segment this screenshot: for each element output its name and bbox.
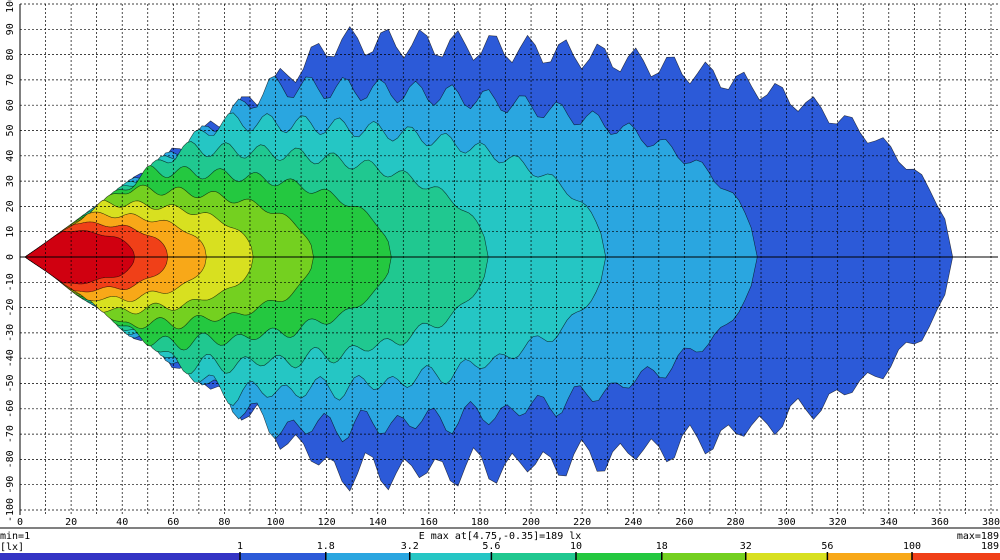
colorbar-tick-label: 56 — [821, 541, 833, 552]
colorbar-segment — [576, 553, 662, 560]
colorbar-segment — [491, 553, 576, 560]
y-tick-label: -60 — [5, 400, 16, 418]
colorbar-segment — [745, 553, 828, 560]
y-tick-label: -50 — [5, 374, 16, 392]
colorbar-low-segment — [0, 553, 240, 560]
x-tick-label: 80 — [218, 517, 230, 528]
contour-regions — [24, 26, 954, 492]
x-tick-label: 160 — [420, 517, 438, 528]
y-tick-label: 30 — [5, 175, 16, 187]
x-tick-label: 340 — [880, 517, 898, 528]
y-tick-label: -90 — [5, 476, 16, 494]
x-tick-label: 360 — [931, 517, 949, 528]
min-label: min=1 — [0, 531, 30, 542]
y-tick-label: -10 — [5, 273, 16, 291]
x-tick-label: 60 — [167, 517, 179, 528]
x-tick-label: 120 — [318, 517, 336, 528]
colorbar-tick-label: 10 — [570, 541, 582, 552]
x-tick-label: 280 — [726, 517, 744, 528]
x-tick-label: 100 — [266, 517, 284, 528]
colorbar-segment — [409, 553, 492, 560]
grid — [19, 3, 998, 515]
x-tick-label: 380 — [982, 517, 1000, 528]
x-tick-label: 180 — [471, 517, 489, 528]
colorbar-segment — [827, 553, 912, 560]
colorbar-segment — [240, 553, 326, 560]
y-tick-label: 50 — [5, 124, 16, 136]
colorbar-tick-label: 18 — [656, 541, 668, 552]
colorbar-segment — [661, 553, 746, 560]
colorbar-tick-label: 1 — [237, 541, 243, 552]
y-tick-label: 100 — [5, 0, 16, 13]
y-tick-label: -80 — [5, 450, 16, 468]
y-tick-label: 20 — [5, 200, 16, 212]
x-tick-label: 260 — [675, 517, 693, 528]
colorbar-unit: [lx] — [0, 542, 24, 553]
y-tick-label: 40 — [5, 150, 16, 162]
y-tick-label: 10 — [5, 226, 16, 238]
y-tick-label: -70 — [5, 425, 16, 443]
colorbar-tick-label: 3.2 — [401, 541, 419, 552]
y-tick-label: 70 — [5, 74, 16, 86]
max-location-label: E max at[4.75,-0.35]=189 lx — [419, 531, 582, 542]
x-tick-label: 200 — [522, 517, 540, 528]
max-label: max=189 — [957, 531, 999, 542]
y-tick-label: -40 — [5, 349, 16, 367]
y-tick-label: 60 — [5, 99, 16, 111]
y-tick-label: 0 — [5, 254, 16, 260]
colorbar-segment — [912, 553, 1000, 560]
x-tick-label: 40 — [116, 517, 128, 528]
colorbar-tick-label: 100 — [903, 541, 921, 552]
colorbar-tick-label: 1.8 — [317, 541, 335, 552]
colorbar: 1 1.8 3.2 5.6 10 18 32 56 100 189 — [0, 541, 1000, 560]
colorbar-tick-label: 189 — [981, 541, 999, 552]
y-tick-label: -30 — [5, 324, 16, 342]
y-tick-label: -20 — [5, 299, 16, 317]
x-tick-label: 140 — [369, 517, 387, 528]
colorbar-segment — [325, 553, 410, 560]
colorbar-tick-label: 32 — [740, 541, 752, 552]
y-tick-label: 90 — [5, 23, 16, 35]
y-tick-label: 80 — [5, 49, 16, 61]
x-tick-label: 20 — [65, 517, 77, 528]
colorbar-tick-label: 5.6 — [482, 541, 500, 552]
x-tick-label: 300 — [778, 517, 796, 528]
x-tick-label: 320 — [829, 517, 847, 528]
x-tick-label: 240 — [624, 517, 642, 528]
x-tick-label: 0 — [17, 517, 23, 528]
x-tick-label: 220 — [573, 517, 591, 528]
y-tick-label: -100 — [5, 498, 16, 522]
